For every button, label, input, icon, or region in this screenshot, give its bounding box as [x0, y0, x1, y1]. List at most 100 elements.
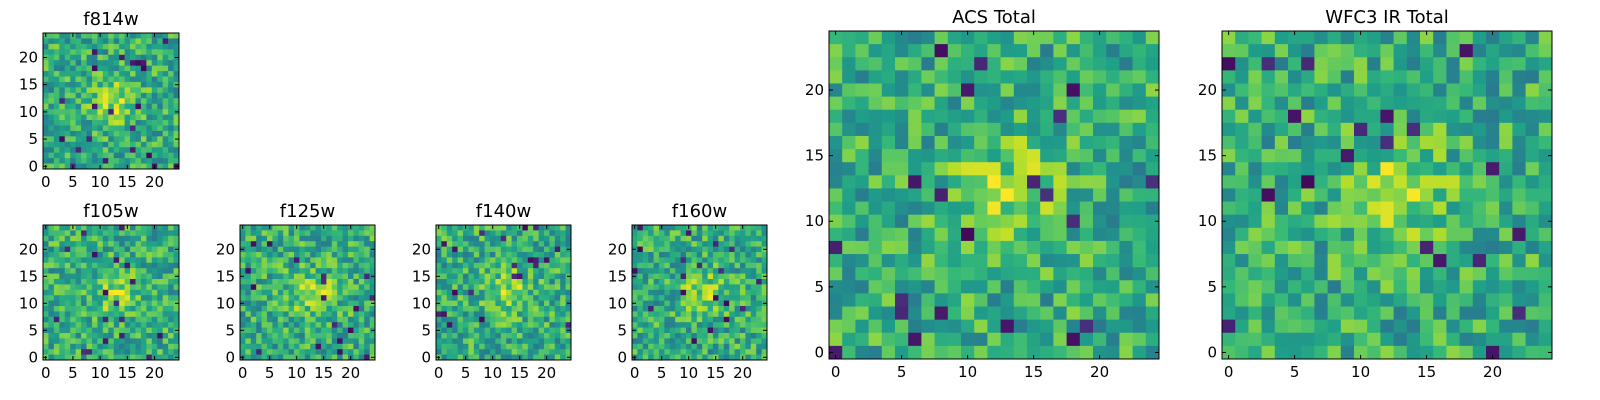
- heatmap-cell: [140, 333, 147, 339]
- heatmap-cell: [81, 103, 87, 110]
- heatmap-cell: [1093, 240, 1107, 255]
- panel-title: WFC3 IR Total: [1325, 7, 1448, 28]
- heatmap-cell: [506, 230, 512, 237]
- heatmap-cell: [353, 354, 360, 361]
- heatmap-cell: [664, 300, 671, 307]
- heatmap-cell: [855, 70, 869, 84]
- heatmap-cell: [1222, 306, 1236, 321]
- heatmap-cell: [53, 65, 60, 72]
- heatmap-cell: [162, 273, 169, 280]
- heatmap-cell: [1106, 83, 1120, 97]
- heatmap-cell: [544, 262, 550, 269]
- heatmap-cell: [146, 71, 153, 77]
- heatmap-cell: [947, 149, 962, 163]
- heatmap-cell: [734, 241, 741, 247]
- heatmap-cell: [43, 71, 49, 77]
- heatmap-cell: [829, 135, 843, 150]
- heatmap-cell: [648, 262, 654, 269]
- heatmap-cell: [500, 295, 507, 301]
- heatmap-cell: [829, 240, 843, 255]
- heatmap-cell: [1420, 319, 1434, 334]
- heatmap-cell: [369, 268, 376, 274]
- heatmap-cell: [283, 338, 289, 345]
- heatmap-cell: [70, 65, 77, 72]
- heatmap-cell: [723, 327, 730, 334]
- heatmap-cell: [310, 230, 316, 237]
- heatmap-cell: [1433, 70, 1447, 84]
- heatmap-cell: [1145, 70, 1160, 84]
- heatmap-cell: [310, 300, 316, 307]
- heatmap-cell: [119, 273, 125, 280]
- heatmap-cell: [868, 122, 883, 137]
- heatmap-cell: [691, 311, 698, 318]
- heatmap-cell: [1106, 332, 1120, 347]
- heatmap-cell: [124, 327, 131, 334]
- heatmap-cell: [70, 38, 77, 45]
- y-tick-label: 0: [225, 348, 235, 366]
- heatmap-cell: [1525, 31, 1540, 45]
- heatmap-cell: [1393, 319, 1408, 334]
- heatmap-cell: [441, 284, 448, 291]
- heatmap-cell: [315, 230, 322, 237]
- heatmap-cell: [675, 300, 681, 307]
- heatmap-cell: [881, 44, 896, 58]
- heatmap-cell: [664, 338, 671, 345]
- heatmap-cell: [64, 279, 71, 285]
- heatmap-cell: [961, 175, 975, 189]
- heatmap-cell: [256, 322, 262, 328]
- heatmap-cell: [1380, 96, 1394, 111]
- heatmap-cell: [48, 87, 55, 94]
- heatmap-cell: [750, 338, 757, 345]
- heatmap-cell: [157, 311, 164, 318]
- heatmap-cell: [446, 284, 453, 291]
- heatmap-cell: [81, 158, 87, 164]
- heatmap-cell: [740, 235, 746, 242]
- heatmap-cell: [48, 71, 55, 77]
- heatmap-cell: [734, 354, 741, 361]
- heatmap-cell: [642, 225, 649, 231]
- heatmap-cell: [659, 306, 665, 312]
- heatmap-cell: [554, 230, 561, 237]
- heatmap-cell: [669, 343, 676, 350]
- heatmap-cell: [113, 158, 120, 164]
- heatmap-cell: [441, 343, 448, 350]
- heatmap-cell: [484, 316, 491, 323]
- heatmap-cell: [108, 76, 115, 83]
- heatmap-cell: [696, 322, 703, 328]
- heatmap-cell: [261, 252, 268, 258]
- heatmap-cell: [91, 230, 98, 237]
- heatmap-cell: [868, 319, 883, 334]
- heatmap-cell: [829, 227, 843, 242]
- heatmap-cell: [331, 338, 338, 345]
- heatmap-cell: [162, 33, 169, 39]
- heatmap-cell: [750, 333, 757, 339]
- heatmap-cell: [1446, 240, 1460, 255]
- heatmap-cell: [538, 289, 545, 296]
- heatmap-cell: [304, 268, 311, 274]
- heatmap-cell: [895, 149, 909, 163]
- heatmap-cell: [1472, 201, 1487, 216]
- heatmap-cell: [102, 49, 109, 56]
- heatmap-cell: [723, 300, 730, 307]
- heatmap-cell: [337, 316, 343, 323]
- heatmap-cell: [59, 333, 66, 339]
- heatmap-cell: [718, 289, 725, 296]
- heatmap-cell: [1472, 122, 1487, 137]
- heatmap-cell: [102, 54, 109, 61]
- x-tick-label: 20: [733, 364, 752, 382]
- heatmap-cell: [91, 158, 98, 164]
- heatmap-cell: [102, 114, 109, 121]
- heatmap-cell: [1235, 254, 1249, 268]
- heatmap-cell: [734, 327, 741, 334]
- heatmap-cell: [1459, 332, 1474, 347]
- heatmap-cell: [1538, 70, 1553, 84]
- heatmap-cell: [718, 257, 725, 264]
- heatmap-cell: [102, 235, 109, 242]
- heatmap-cell: [48, 225, 55, 231]
- heatmap-cell: [1222, 214, 1236, 229]
- heatmap-cell: [91, 38, 98, 45]
- heatmap-cell: [1525, 175, 1540, 189]
- heatmap-cell: [151, 311, 158, 318]
- heatmap-cell: [369, 262, 376, 269]
- heatmap-cell: [565, 338, 572, 345]
